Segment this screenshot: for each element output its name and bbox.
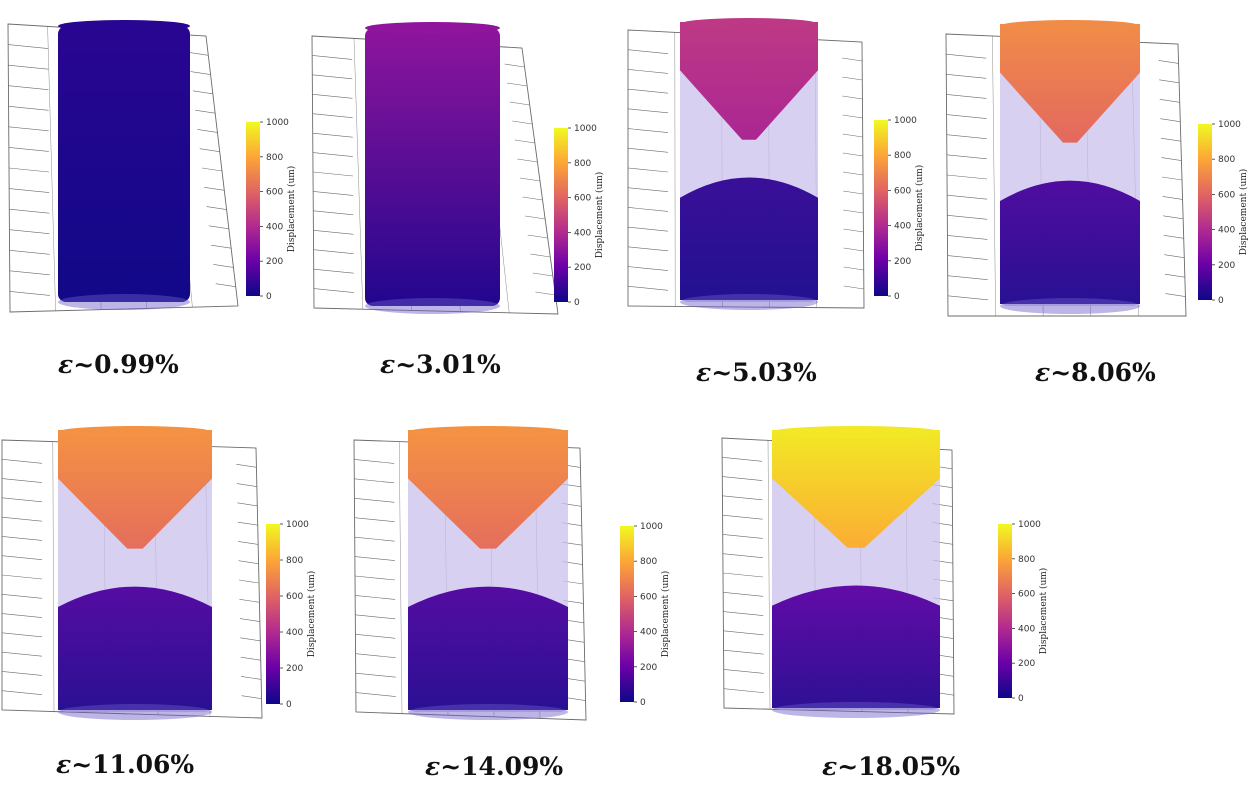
colorbar-tick-label: 400: [286, 628, 303, 638]
specimen-cylinder: [365, 22, 500, 314]
colorbar-tick-label: 1000: [640, 522, 663, 532]
specimen-cylinder: [680, 18, 818, 310]
colorbar-tick-label: 1000: [286, 520, 309, 530]
strain-value: ~14.09%: [440, 752, 564, 781]
colorbar-tick-label: 200: [894, 257, 911, 267]
strain-value: ~3.01%: [395, 350, 501, 379]
panel-strain-18-05: 0 200 400 600 800 1000 Displacement (um): [718, 418, 1058, 748]
colorbar-tick-label: 200: [640, 663, 657, 673]
colorbar-tick-label: 800: [1218, 155, 1235, 165]
colorbar: 0 200 400 600 800 1000 Displacement (um): [554, 124, 605, 308]
colorbar-tick-label: 600: [894, 186, 911, 196]
panel-strain-0-99: 0 200 400 600 800 1000 Displacement (um): [0, 0, 300, 340]
panel-figure: 0 200 400 600 800 1000 Displacement (um): [627, 18, 925, 310]
colorbar-title: Displacement (um): [1038, 568, 1049, 655]
colorbar-tick-label: 200: [574, 263, 591, 273]
strain-value: ~18.05%: [837, 752, 961, 781]
colorbar-tick-label: 800: [640, 557, 657, 567]
panel-strain-14-09: 0 200 400 600 800 1000 Displacement (um): [350, 418, 680, 748]
colorbar: 0 200 400 600 800 1000 Displacement (um): [266, 520, 317, 710]
epsilon-symbol: ε: [58, 350, 74, 379]
colorbar: 0 200 400 600 800 1000 Displacement (um): [1198, 120, 1249, 306]
colorbar-tick-label: 1000: [1218, 120, 1241, 130]
panel-figure: 0 200 400 600 800 1000 Displacement (um): [721, 426, 1049, 718]
panel-figure: 0 200 400 600 800 1000 Displacement (um): [311, 22, 605, 315]
panel-strain-5-03: 0 200 400 600 800 1000 Displacement (um): [622, 12, 925, 342]
specimen-cylinder: [1000, 20, 1140, 314]
panel-figure: 0 200 400 600 800 1000 Displacement (um): [7, 20, 297, 313]
specimen-cylinder: [58, 20, 190, 310]
caption-strain-3-01: ε~3.01%: [380, 350, 501, 379]
colorbar-tick-label: 600: [266, 188, 283, 198]
strain-value: ~8.06%: [1050, 358, 1156, 387]
colorbar-tick-label: 400: [1018, 624, 1035, 634]
colorbar-tick-label: 0: [266, 292, 272, 302]
colorbar-tick-label: 400: [640, 628, 657, 638]
colorbar: 0 200 400 600 800 1000 Displacement (um): [998, 520, 1049, 704]
strain-value: ~0.99%: [73, 350, 179, 379]
colorbar-tick-label: 0: [574, 298, 580, 308]
colorbar-tick-label: 200: [1018, 659, 1035, 669]
caption-strain-5-03: ε~5.03%: [696, 358, 817, 387]
epsilon-symbol: ε: [696, 358, 712, 387]
panel-strain-3-01: 0 200 400 600 800 1000 Displacement (um): [310, 18, 610, 338]
colorbar: 0 200 400 600 800 1000 Displacement (um): [874, 116, 925, 302]
colorbar-title: Displacement (um): [286, 166, 297, 253]
colorbar-tick-label: 1000: [266, 118, 289, 128]
panel-strain-11-06: 0 200 400 600 800 1000 Displacement (um): [0, 418, 330, 748]
colorbar-tick-label: 1000: [1018, 520, 1041, 530]
panel-figure: 0 200 400 600 800 1000 Displacement (um): [945, 20, 1249, 317]
specimen-cylinder: [772, 426, 940, 718]
colorbar-tick-label: 0: [1218, 296, 1224, 306]
colorbar-tick-label: 600: [1218, 190, 1235, 200]
colorbar-tick-label: 0: [640, 698, 646, 708]
colorbar-tick-label: 800: [574, 159, 591, 169]
panel-figure: 0 200 400 600 800 1000 Displacement (um): [353, 426, 671, 721]
colorbar: 0 200 400 600 800 1000 Displacement (um): [246, 118, 297, 302]
colorbar-tick-label: 800: [286, 556, 303, 566]
epsilon-symbol: ε: [380, 350, 396, 379]
colorbar-title: Displacement (um): [306, 571, 317, 658]
colorbar: 0 200 400 600 800 1000 Displacement (um): [620, 522, 671, 708]
colorbar-tick-label: 400: [894, 222, 911, 232]
colorbar-tick-label: 800: [894, 151, 911, 161]
colorbar-tick-label: 800: [266, 153, 283, 163]
colorbar-tick-label: 400: [574, 228, 591, 238]
colorbar-title: Displacement (um): [914, 165, 925, 252]
colorbar-tick-label: 200: [286, 664, 303, 674]
colorbar-title: Displacement (um): [594, 172, 605, 259]
colorbar-tick-label: 600: [574, 194, 591, 204]
colorbar-tick-label: 0: [286, 700, 292, 710]
colorbar-tick-label: 0: [894, 292, 900, 302]
colorbar-tick-label: 1000: [574, 124, 597, 134]
colorbar-tick-label: 200: [266, 257, 283, 267]
colorbar-tick-label: 200: [1218, 261, 1235, 271]
colorbar-tick-label: 600: [1018, 590, 1035, 600]
caption-strain-14-09: ε~14.09%: [425, 752, 563, 781]
colorbar-tick-label: 800: [1018, 555, 1035, 565]
epsilon-symbol: ε: [425, 752, 441, 781]
panel-strain-8-06: 0 200 400 600 800 1000 Displacement (um): [942, 14, 1252, 344]
epsilon-symbol: ε: [822, 752, 838, 781]
colorbar-tick-label: 400: [1218, 226, 1235, 236]
panel-figure: 0 200 400 600 800 1000 Displacement (um): [1, 426, 317, 720]
colorbar-title: Displacement (um): [1238, 169, 1249, 256]
caption-strain-0-99: ε~0.99%: [58, 350, 179, 379]
colorbar-tick-label: 1000: [894, 116, 917, 126]
specimen-cylinder: [408, 426, 568, 720]
specimen-cylinder: [58, 426, 212, 720]
strain-value: ~11.06%: [71, 750, 195, 779]
strain-value: ~5.03%: [711, 358, 817, 387]
caption-strain-11-06: ε~11.06%: [56, 750, 194, 779]
colorbar-tick-label: 600: [286, 592, 303, 602]
epsilon-symbol: ε: [1035, 358, 1051, 387]
colorbar-tick-label: 600: [640, 592, 657, 602]
caption-strain-8-06: ε~8.06%: [1035, 358, 1156, 387]
caption-strain-18-05: ε~18.05%: [822, 752, 960, 781]
colorbar-title: Displacement (um): [660, 571, 671, 658]
colorbar-tick-label: 0: [1018, 694, 1024, 704]
epsilon-symbol: ε: [56, 750, 72, 779]
colorbar-tick-label: 400: [266, 222, 283, 232]
